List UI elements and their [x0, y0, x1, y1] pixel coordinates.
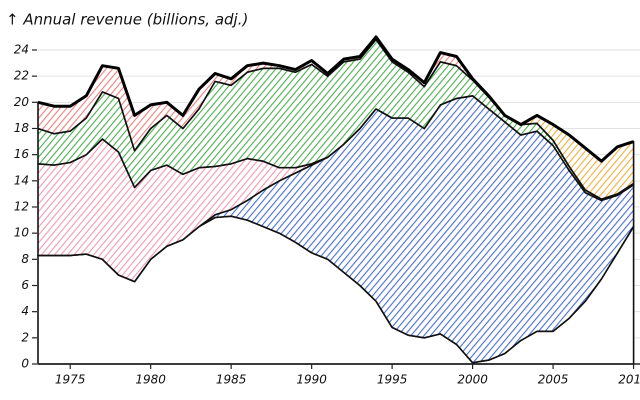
x-tick-label: 1985 — [216, 373, 247, 387]
x-tick-label: 1980 — [135, 373, 166, 387]
y-tick-label: 8 — [21, 252, 29, 266]
y-tick-label: 4 — [21, 304, 29, 318]
y-tick-label: 24 — [14, 42, 29, 56]
y-tick-label: 18 — [14, 121, 30, 135]
total-outline — [37, 35, 635, 163]
x-tick-label: 1990 — [296, 373, 327, 387]
y-axis-label: ↑ Annual revenue (billions, adj.) — [6, 11, 248, 29]
y-tick-label: 22 — [14, 69, 29, 83]
y-tick-label: 16 — [14, 147, 30, 161]
y-tick-label: 6 — [21, 278, 29, 292]
x-tick-label: 1975 — [55, 373, 86, 387]
x-tick-label: 1995 — [377, 373, 408, 387]
y-tick-label: 14 — [14, 173, 29, 187]
x-tick-label: 2005 — [538, 373, 569, 387]
y-tick-label: 20 — [14, 95, 30, 109]
y-tick-label: 0 — [21, 357, 29, 371]
y-tick-label: 2 — [21, 330, 29, 344]
y-tick-label: 12 — [14, 199, 29, 213]
x-tick-label: 2010 — [618, 373, 640, 387]
y-tick-label: 10 — [14, 226, 30, 240]
x-tick-label: 2000 — [457, 373, 488, 387]
